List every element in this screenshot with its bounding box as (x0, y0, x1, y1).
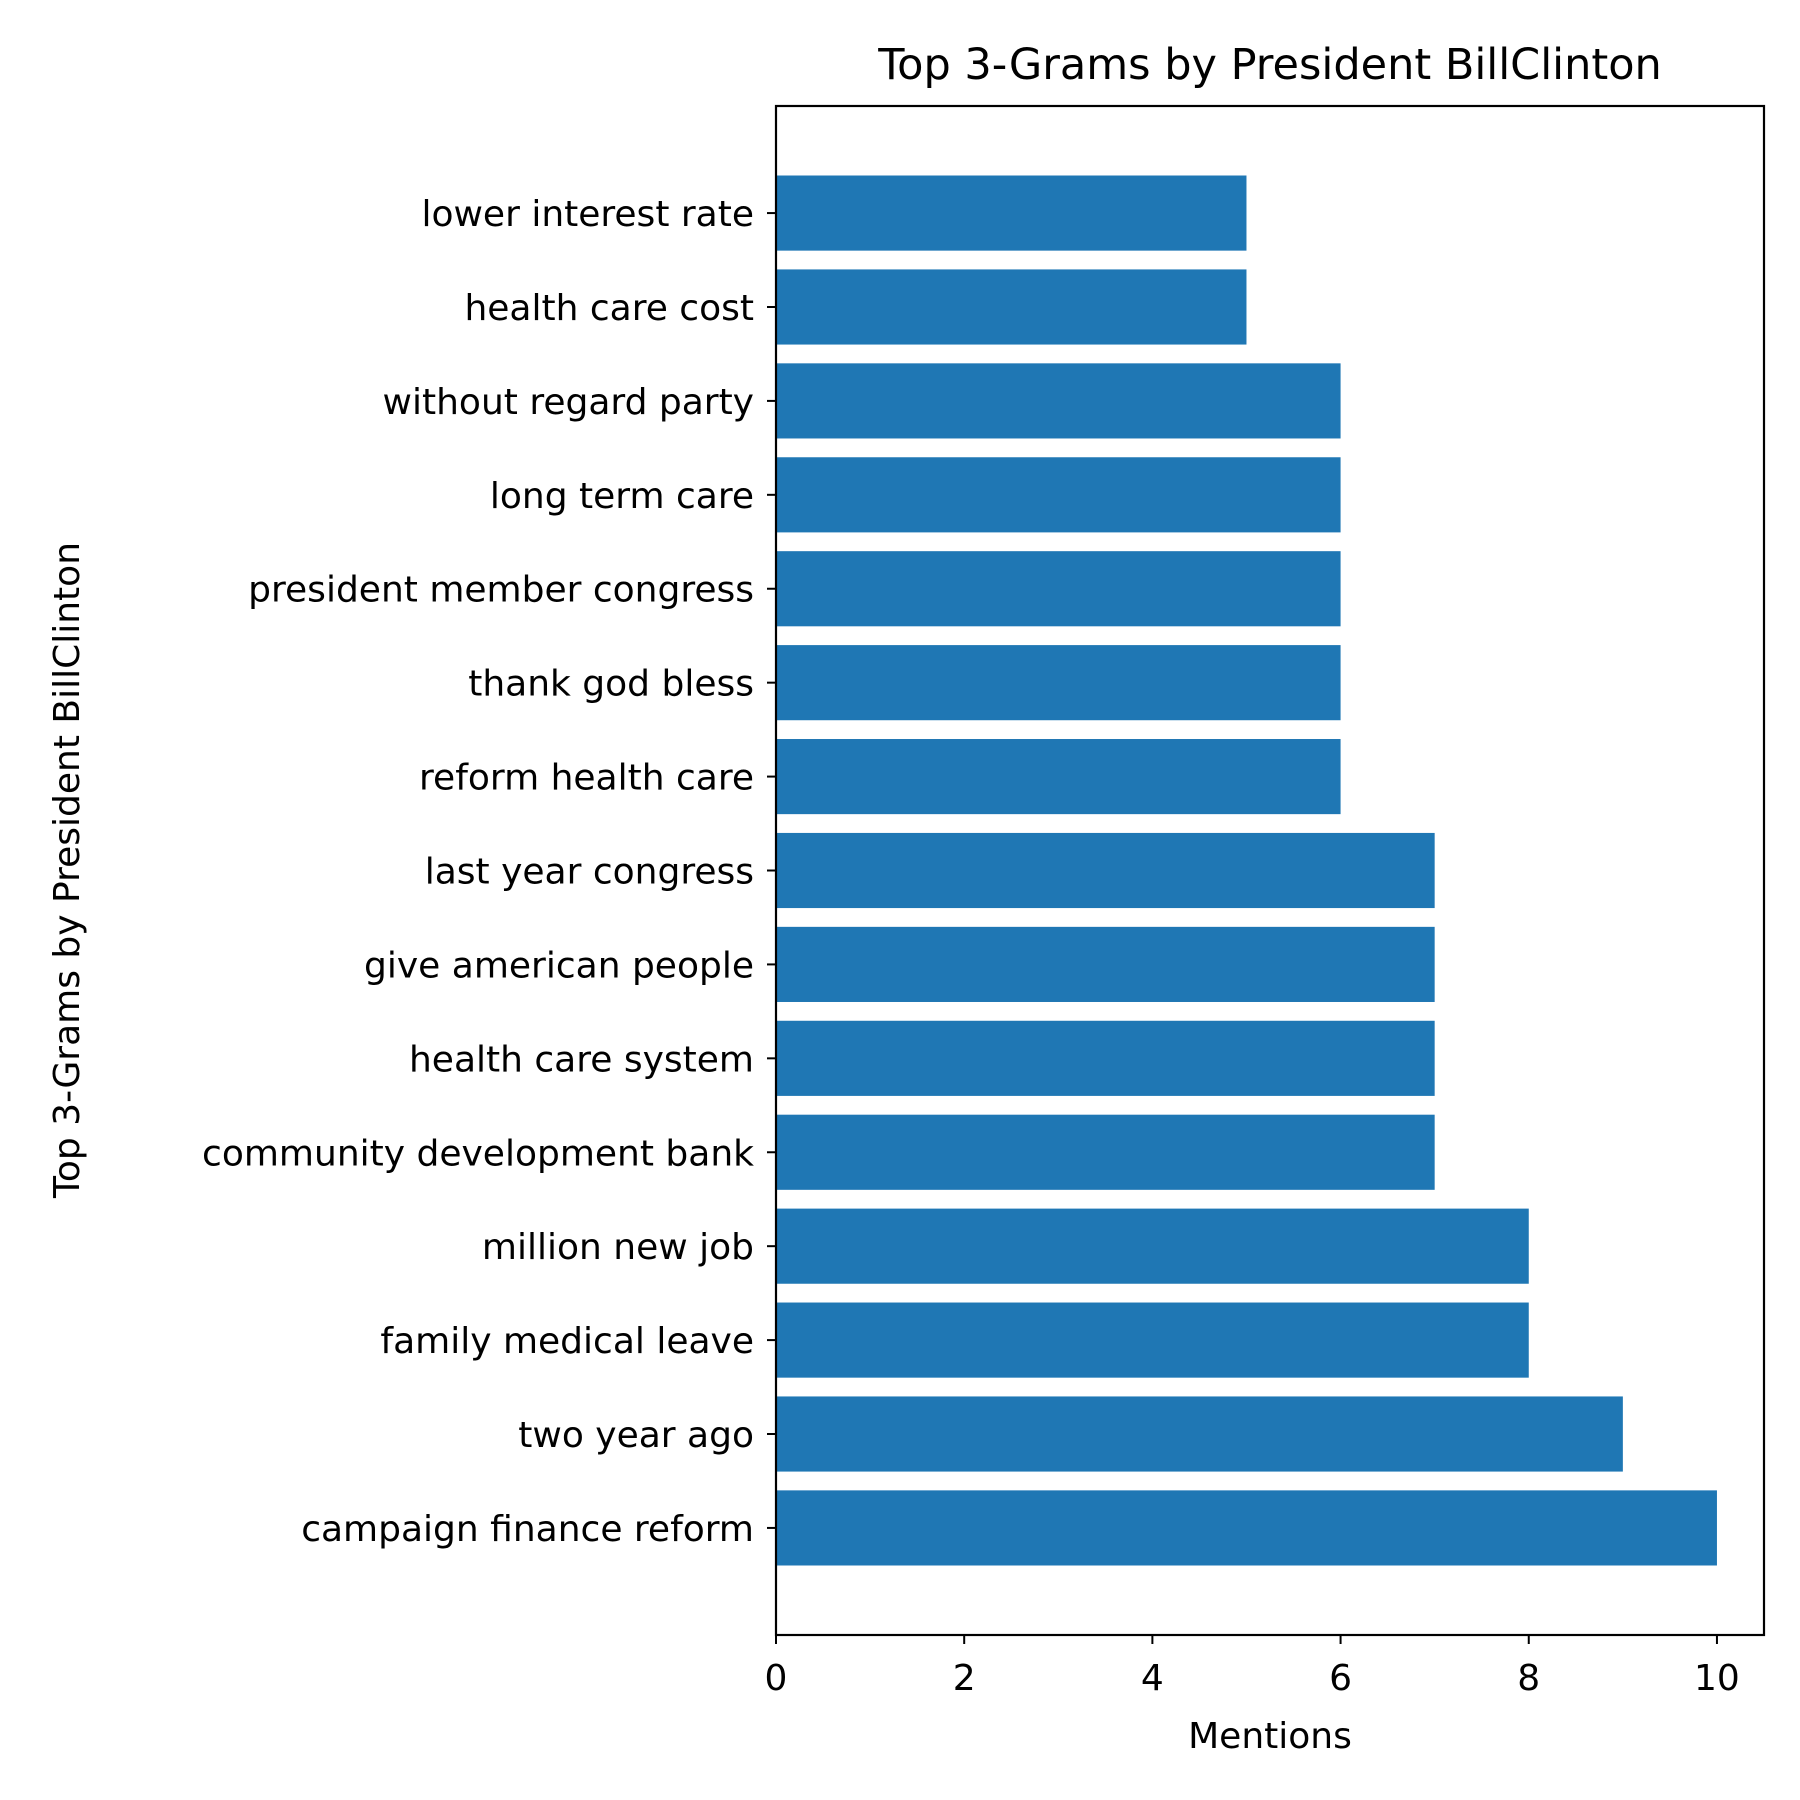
bar-lower-interest-rate (776, 175, 1247, 251)
y-axis-ticks: campaign finance reform two year ago famil… (202, 194, 776, 1550)
y-tick-label: campaign finance reform (301, 1509, 754, 1550)
bar-health-care-cost (776, 269, 1247, 345)
y-tick-label: thank god bless (468, 664, 754, 705)
x-axis-title: Mentions (1188, 1716, 1352, 1757)
y-tick-label: two year ago (518, 1415, 754, 1456)
bar-two-year-ago (776, 1396, 1623, 1472)
x-tick-label: 8 (1517, 1658, 1540, 1699)
y-tick-label: president member congress (248, 570, 754, 611)
bars-layer (776, 175, 1717, 1566)
y-tick-label: family medical leave (380, 1321, 754, 1362)
bar-without-regard-party (776, 363, 1341, 439)
x-tick-label: 0 (765, 1658, 788, 1699)
bar-health-care-system (776, 1020, 1435, 1096)
bar-long-term-care (776, 457, 1341, 533)
x-tick-label: 2 (953, 1658, 976, 1699)
y-tick-label: last year congress (425, 852, 754, 893)
x-tick-label: 4 (1141, 1658, 1164, 1699)
y-axis-title: Top 3-Grams by President BillClinton (47, 542, 88, 1199)
y-tick-label: long term care (490, 476, 754, 517)
bar-community-development-bank (776, 1114, 1435, 1190)
plot-frame (774, 104, 1766, 1637)
y-tick-label: health care cost (464, 288, 754, 329)
x-axis-ticks: 0 2 4 6 8 10 (765, 1635, 1740, 1699)
y-tick-label: without regard party (383, 382, 754, 423)
y-tick-label: million new job (482, 1227, 754, 1268)
bar-last-year-congress (776, 832, 1435, 909)
bar-campaign-finance-reform (776, 1490, 1717, 1566)
y-tick-label: health care system (409, 1039, 754, 1080)
bar-family-medical-leave (776, 1302, 1529, 1378)
bar-give-american-people (776, 926, 1435, 1002)
bar-thank-god-bless (776, 645, 1341, 721)
bar-reform-health-care (776, 739, 1341, 815)
y-tick-label: lower interest rate (421, 194, 754, 235)
y-tick-label: give american people (364, 945, 754, 986)
bar-million-new-job (776, 1208, 1529, 1284)
chart-title: Top 3-Grams by President BillClinton (877, 40, 1662, 90)
y-tick-label: community development bank (202, 1133, 754, 1174)
x-tick-label: 10 (1694, 1658, 1740, 1699)
x-tick-label: 6 (1329, 1658, 1352, 1699)
bar-president-member-congress (776, 551, 1341, 627)
y-tick-label: reform health care (419, 758, 754, 799)
